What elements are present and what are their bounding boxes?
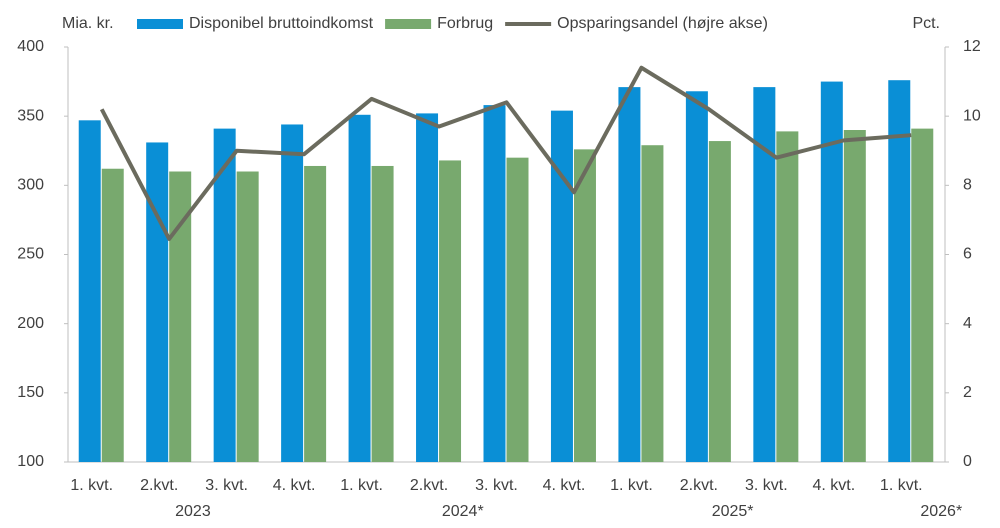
x-group-label: 2023 bbox=[175, 503, 211, 520]
y2-axis-label: Pct. bbox=[912, 15, 940, 32]
x-tick-label: 1. kvt. bbox=[70, 477, 113, 494]
bar bbox=[573, 149, 596, 462]
bar bbox=[685, 91, 708, 463]
x-tick-label: 1. kvt. bbox=[880, 477, 923, 494]
y-tick-label: 350 bbox=[17, 107, 44, 124]
bar bbox=[371, 165, 394, 462]
y2-tick-label: 6 bbox=[963, 246, 972, 263]
x-tick-label: 2.kvt. bbox=[410, 477, 448, 494]
legend-swatch bbox=[385, 19, 432, 29]
bar bbox=[843, 130, 866, 462]
x-tick-label: 2.kvt. bbox=[140, 477, 178, 494]
y-tick-label: 250 bbox=[17, 246, 44, 263]
bar bbox=[213, 128, 236, 462]
bar bbox=[169, 171, 192, 462]
x-group-label: 2024* bbox=[442, 503, 484, 520]
y2-tick-label: 12 bbox=[963, 38, 981, 55]
bar bbox=[416, 113, 439, 463]
bar bbox=[439, 160, 462, 462]
y2-tick-label: 8 bbox=[963, 177, 972, 194]
bar bbox=[641, 145, 664, 462]
y2-tick-label: 10 bbox=[963, 107, 981, 124]
bar bbox=[820, 81, 843, 462]
y-tick-label: 200 bbox=[17, 315, 44, 332]
line bbox=[99, 65, 912, 241]
y-axis-label: Mia. kr. bbox=[62, 15, 114, 32]
bar bbox=[281, 124, 304, 462]
bar bbox=[776, 131, 799, 462]
y-tick-label: 100 bbox=[17, 453, 44, 470]
bar bbox=[78, 120, 101, 463]
x-tick-label: 4. kvt. bbox=[543, 477, 586, 494]
y2-tick-label: 2 bbox=[963, 384, 972, 401]
y-tick-label: 300 bbox=[17, 177, 44, 194]
x-group-label: 2025* bbox=[712, 503, 754, 520]
bar bbox=[348, 114, 371, 463]
legend-label: Opsparingsandel (højre akse) bbox=[557, 15, 768, 32]
x-tick-label: 3. kvt. bbox=[205, 477, 248, 494]
bar bbox=[911, 128, 934, 462]
x-tick-label: 3. kvt. bbox=[745, 477, 788, 494]
bar bbox=[888, 80, 911, 462]
bar bbox=[506, 157, 529, 462]
bar bbox=[304, 165, 327, 462]
x-tick-label: 1. kvt. bbox=[340, 477, 383, 494]
x-tick-label: 2.kvt. bbox=[680, 477, 718, 494]
x-tick-label: 3. kvt. bbox=[475, 477, 518, 494]
legend-label: Forbrug bbox=[437, 15, 493, 32]
x-tick-label: 4. kvt. bbox=[273, 477, 316, 494]
bar bbox=[146, 142, 169, 462]
x-tick-label: 4. kvt. bbox=[812, 477, 855, 494]
y2-tick-label: 4 bbox=[963, 315, 972, 332]
x-group-label: 2026* bbox=[920, 503, 962, 520]
bar bbox=[483, 105, 506, 462]
bar bbox=[618, 87, 641, 462]
y-tick-label: 400 bbox=[17, 38, 44, 55]
legend-swatch bbox=[137, 19, 183, 29]
bar bbox=[101, 168, 124, 462]
bar bbox=[236, 171, 259, 462]
legend-label: Disponibel bruttoindkomst bbox=[189, 15, 374, 32]
bar bbox=[708, 141, 731, 463]
y-tick-label: 150 bbox=[17, 384, 44, 401]
bar bbox=[753, 87, 776, 462]
y2-tick-label: 0 bbox=[963, 453, 972, 470]
x-tick-label: 1. kvt. bbox=[610, 477, 653, 494]
bar bbox=[550, 110, 573, 462]
